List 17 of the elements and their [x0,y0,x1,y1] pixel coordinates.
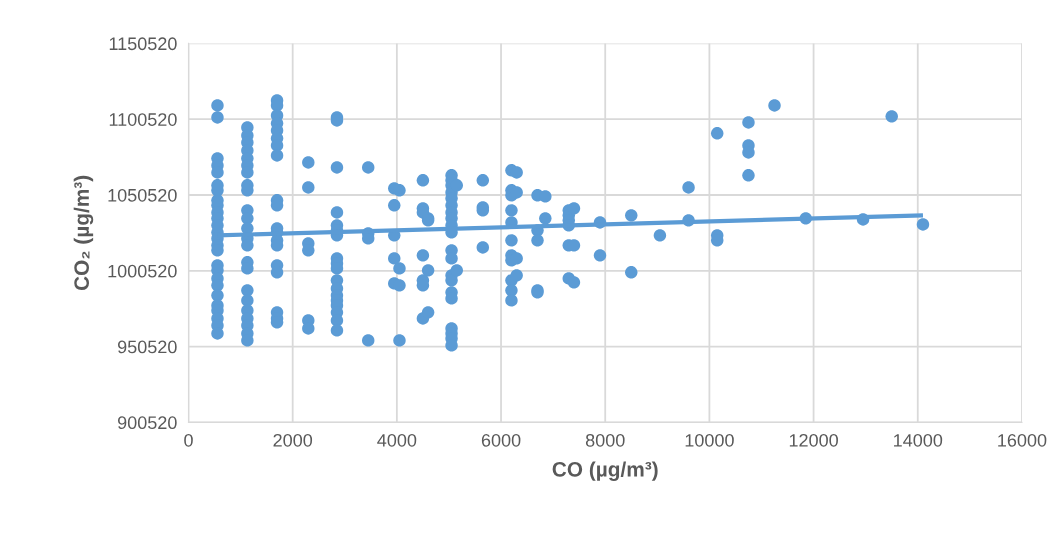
x-axis-title: CO (µg/m³) [552,461,658,481]
x-tick-label: 4000 [377,433,417,447]
x-tick-label: 2000 [273,433,313,447]
y-tick-label: 900520 [117,416,177,430]
x-tick-label: 14000 [894,433,943,447]
x-tick-label: 8000 [585,433,625,447]
y-tick-label: 950520 [117,340,177,354]
y-tick-label: 1100520 [109,113,177,126]
x-tick-label: 12000 [789,433,838,447]
y-axis-title: CO₂ (µg/m³) [73,175,94,291]
x-tick-label: 16000 [998,433,1047,447]
x-tick-label: 10000 [685,433,734,447]
x-tick-label: 0 [184,433,193,447]
y-tick-label: 1000520 [108,264,177,278]
y-tick-label: 1150520 [109,37,177,51]
x-tick-label: 6000 [481,433,521,447]
y-tick-label: 1050520 [108,188,177,202]
